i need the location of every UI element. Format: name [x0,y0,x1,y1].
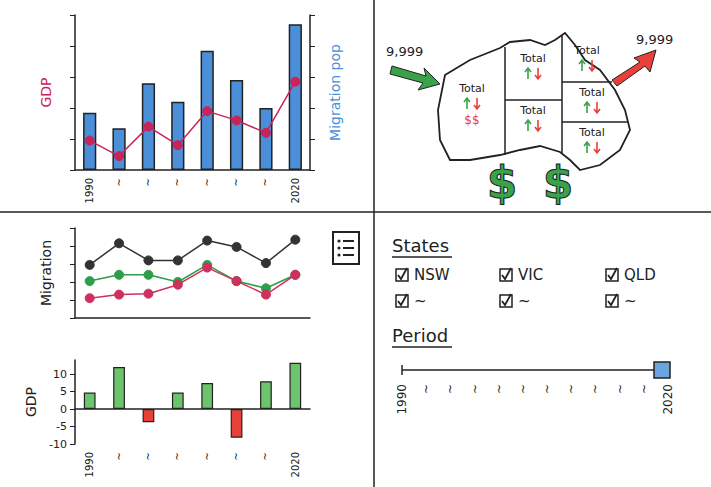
svg-text:~: ~ [172,178,183,186]
svg-text:0: 0 [60,403,67,416]
svg-text:~: ~ [518,292,531,310]
svg-text:2020: 2020 [290,178,301,203]
svg-text:~: ~ [516,384,530,394]
svg-text:~: ~ [414,292,427,310]
svg-text:Migration pop: Migration pop [327,44,343,141]
svg-text:2020: 2020 [290,452,301,477]
svg-text:$: $ [543,157,574,208]
svg-text:GDP: GDP [38,77,54,107]
svg-text:States: States [392,235,449,256]
svg-text:~: ~ [143,178,154,186]
svg-text:Period: Period [392,325,448,346]
svg-text:~: ~ [260,452,271,460]
svg-text:~: ~ [588,384,602,394]
svg-text:$: $ [487,157,518,208]
svg-text:-5: -5 [56,420,67,433]
svg-text:VIC: VIC [518,266,543,284]
svg-text:~: ~ [564,384,578,394]
svg-text:~: ~ [202,452,213,460]
svg-text:~: ~ [114,452,125,460]
svg-text:1990: 1990 [84,178,95,203]
svg-text:Total: Total [519,52,546,65]
svg-text:~: ~ [443,384,457,394]
svg-text:~: ~ [143,452,154,460]
svg-text:Total: Total [573,44,600,57]
svg-text:~: ~ [624,292,637,310]
svg-text:Migration: Migration [38,240,54,306]
svg-text:2020: 2020 [661,384,675,415]
svg-text:~: ~ [637,384,651,394]
svg-text:Total: Total [578,86,605,99]
svg-text:QLD: QLD [624,266,656,284]
svg-text:5: 5 [60,385,67,398]
svg-text:~: ~ [202,178,213,186]
svg-text:1990: 1990 [395,384,409,415]
svg-text:~: ~ [419,384,433,394]
svg-text:-10: -10 [49,438,67,451]
svg-text:Total: Total [519,104,546,117]
svg-text:~: ~ [613,384,627,394]
svg-text:9,999: 9,999 [386,44,423,59]
svg-text:~: ~ [468,384,482,394]
svg-text:9,999: 9,999 [636,32,673,47]
svg-text:GDP: GDP [23,387,39,417]
svg-text:~: ~ [114,178,125,186]
svg-text:NSW: NSW [414,266,450,284]
svg-text:$$: $$ [464,113,479,127]
svg-text:~: ~ [260,178,271,186]
svg-text:1990: 1990 [84,452,95,477]
svg-text:~: ~ [492,384,506,394]
svg-text:Total: Total [458,82,485,95]
svg-text:10: 10 [53,368,67,381]
svg-text:~: ~ [172,452,183,460]
svg-text:~: ~ [231,178,242,186]
svg-text:~: ~ [231,452,242,460]
svg-text:~: ~ [540,384,554,394]
svg-text:Total: Total [578,126,605,139]
